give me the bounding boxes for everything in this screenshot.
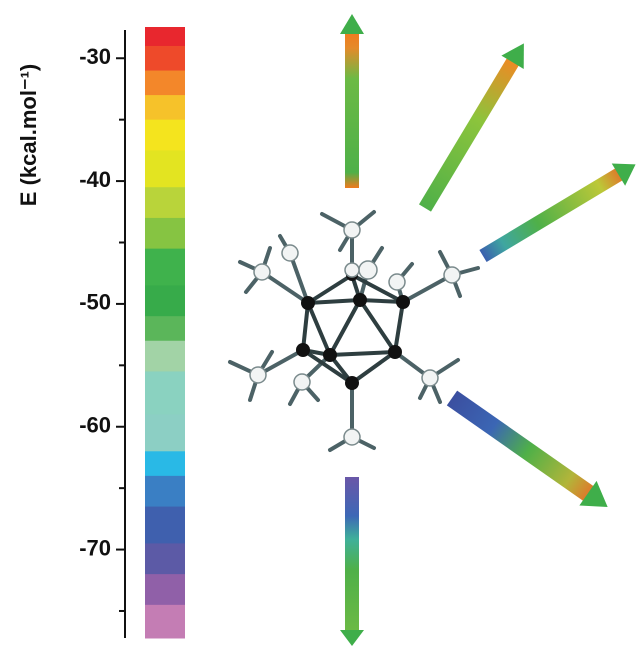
y-tick-label: -50: [79, 290, 111, 315]
colorbar-band: [145, 95, 185, 120]
colorbar-band: [145, 27, 185, 46]
colorbar-band: [145, 150, 185, 187]
colorbar-band: [145, 476, 185, 507]
colorbar-band: [145, 414, 185, 451]
molecule: [230, 212, 478, 450]
arrow-shaft: [479, 168, 623, 262]
colorbar-band: [145, 371, 185, 414]
y-tick-label: -60: [79, 413, 111, 438]
colorbar-band: [145, 46, 185, 71]
y-tick-label: -40: [79, 167, 111, 192]
colorbar-band: [145, 218, 185, 249]
colorbar-band: [145, 285, 185, 316]
colorbar-band: [145, 451, 185, 476]
colorbar-band: [145, 71, 185, 96]
arrow-shaft: [345, 477, 359, 632]
colorbar-band: [145, 605, 185, 639]
colorbar: [145, 27, 185, 639]
bonds: [230, 212, 478, 450]
arrow-head: [340, 630, 364, 646]
arrows: [340, 14, 636, 646]
arrow-shaft: [345, 32, 359, 188]
y-tick-label: -70: [79, 535, 111, 560]
colorbar-band: [145, 574, 185, 605]
figure: E (kcal.mol⁻¹): [0, 0, 636, 648]
carbon-atoms: [250, 222, 460, 445]
colorbar-band: [145, 543, 185, 574]
axis-title: E (kcal.mol⁻¹): [16, 64, 41, 206]
colorbar-band: [145, 341, 185, 372]
arrow-shaft: [419, 57, 520, 212]
colorbar-band: [145, 507, 185, 544]
arrow-shaft: [447, 391, 595, 502]
colorbar-band: [145, 120, 185, 151]
colorbar-band: [145, 187, 185, 218]
colorbar-band: [145, 249, 185, 286]
y-tick-label: -30: [79, 44, 111, 69]
arrow-head: [340, 14, 364, 34]
colorbar-band: [145, 316, 185, 341]
